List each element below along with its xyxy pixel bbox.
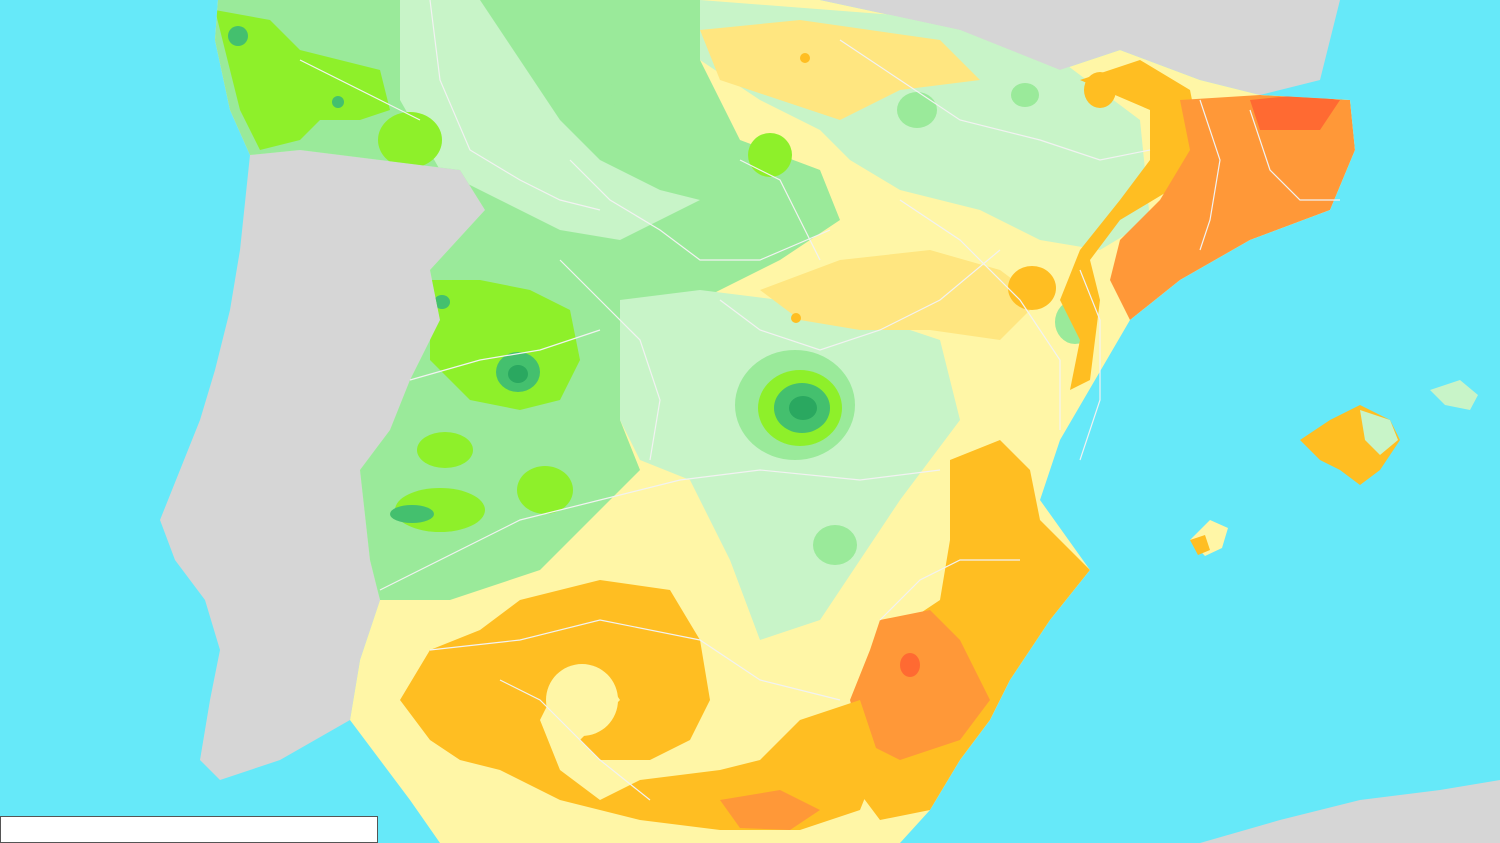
dark-green-spot bbox=[434, 295, 450, 309]
madrid-center bbox=[789, 396, 817, 420]
pale-green-zone bbox=[620, 290, 960, 640]
menorca-island bbox=[1430, 380, 1478, 410]
dark-green-spot bbox=[508, 365, 528, 383]
region-border bbox=[299, 59, 421, 121]
bright-green-patch bbox=[378, 112, 442, 168]
region-border bbox=[569, 159, 831, 261]
red-orange-spot bbox=[900, 653, 920, 677]
light-green-blob bbox=[897, 92, 937, 128]
dark-green-spot bbox=[390, 505, 434, 523]
orange-yellow-blob bbox=[1008, 266, 1056, 310]
yellow-zone-center bbox=[760, 250, 1040, 340]
dark-green-spot bbox=[332, 96, 344, 108]
region-borders bbox=[299, 0, 1340, 801]
region-border bbox=[409, 329, 601, 381]
bright-green-patch bbox=[417, 432, 473, 468]
region-border bbox=[1079, 269, 1101, 461]
region-border bbox=[379, 469, 941, 591]
region-border bbox=[429, 619, 841, 701]
region-border bbox=[499, 679, 651, 801]
orange-south-coast bbox=[720, 790, 820, 830]
red-orange-catalonia bbox=[1250, 95, 1340, 130]
region-border bbox=[429, 0, 601, 211]
orange-catalonia bbox=[1110, 95, 1355, 320]
orange-dot bbox=[791, 313, 801, 323]
ibiza-south bbox=[1190, 535, 1210, 555]
region-border bbox=[559, 259, 661, 461]
light-green-blob bbox=[1011, 83, 1039, 107]
region-border bbox=[1199, 99, 1221, 251]
dark-green-spot bbox=[228, 26, 248, 46]
light-green-blob bbox=[611, 62, 661, 118]
africa-land bbox=[1200, 780, 1500, 843]
bright-green-galicia bbox=[215, 10, 390, 150]
mallorca-north bbox=[1360, 410, 1398, 455]
bright-green-west bbox=[430, 280, 580, 410]
region-border bbox=[879, 559, 1020, 621]
bright-green-patch bbox=[517, 466, 573, 514]
pale-green-galicia bbox=[400, 0, 700, 240]
bright-green-patch bbox=[748, 133, 792, 177]
region-border bbox=[1249, 109, 1340, 201]
portugal-land bbox=[160, 150, 485, 780]
orange-dot bbox=[800, 53, 810, 63]
legend-box bbox=[0, 816, 378, 843]
orange-yellow-blob bbox=[1084, 72, 1116, 108]
region-border bbox=[719, 249, 1001, 351]
region-border bbox=[739, 159, 821, 261]
region-border bbox=[839, 39, 1151, 161]
orange-murcia bbox=[850, 610, 990, 760]
france-land bbox=[820, 0, 1340, 95]
orange-yellow-andalucia bbox=[400, 580, 880, 830]
pale-yellow-hole bbox=[546, 664, 618, 736]
light-green-blob bbox=[813, 525, 857, 565]
region-border bbox=[899, 199, 1061, 430]
yellow-zone-north bbox=[700, 20, 980, 120]
